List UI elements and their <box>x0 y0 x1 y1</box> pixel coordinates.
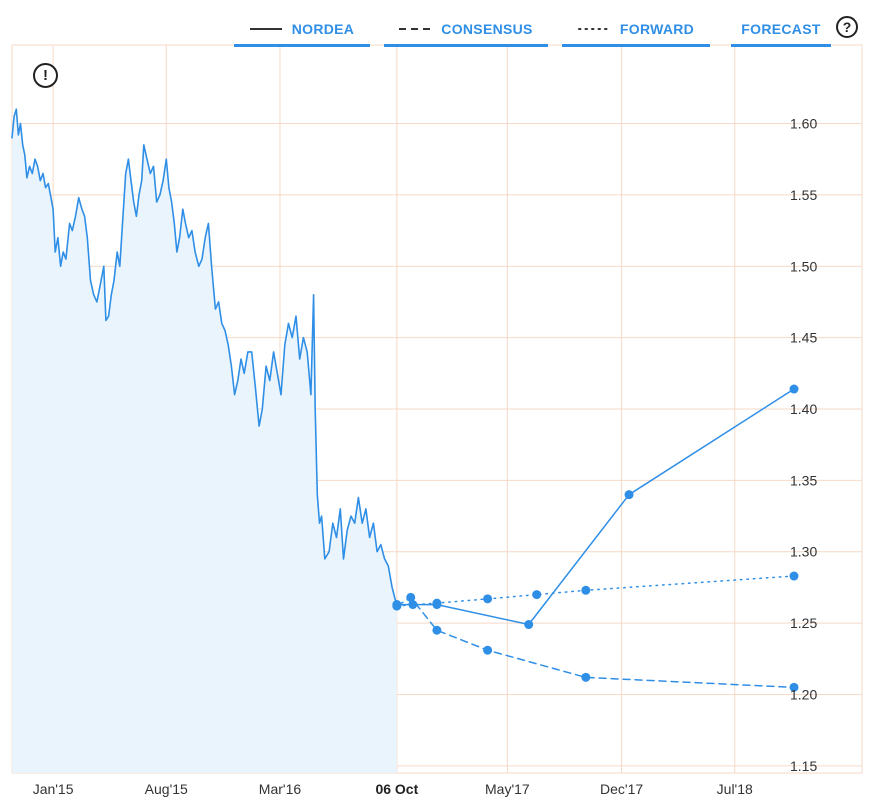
marker-forward <box>483 594 493 604</box>
legend-forward-label: FORWARD <box>619 21 695 37</box>
x-tick-label: Jan'15 <box>33 781 74 797</box>
help-icon-glyph: ? <box>842 19 852 35</box>
x-tick-label: 06 Oct <box>375 781 418 797</box>
marker-consensus <box>483 645 493 655</box>
y-tick-label: 1.45 <box>790 330 817 346</box>
legend-consensus-label: CONSENSUS <box>441 21 533 37</box>
help-icon[interactable]: ? <box>836 16 858 38</box>
x-axis-ticks: Jan'15 Aug'15 Mar'16 06 Oct May'17 Dec'17 Jul'… <box>33 781 753 797</box>
line-nordea <box>11 108 398 607</box>
marker-forward <box>789 571 799 581</box>
y-tick-label: 1.40 <box>790 401 817 417</box>
legend-nordea-button[interactable]: NORDEA <box>234 14 370 47</box>
marker-forward <box>532 590 542 600</box>
y-tick-label: 1.25 <box>790 615 817 631</box>
y-tick-label: 1.15 <box>790 758 817 774</box>
marker-consensus <box>789 682 799 692</box>
y-tick-label: 1.55 <box>790 187 817 203</box>
legend-forward-button[interactable]: FORWARD <box>562 14 710 47</box>
marker-consensus <box>432 625 442 635</box>
marker-forecast <box>392 600 402 610</box>
dotted-line-swatch <box>577 28 610 30</box>
x-tick-label: Dec'17 <box>600 781 643 797</box>
area-nordea <box>12 109 397 773</box>
x-tick-label: Aug'15 <box>145 781 188 797</box>
marker-forecast <box>789 384 799 394</box>
alert-icon-glyph: ! <box>43 67 48 84</box>
y-tick-label: 1.60 <box>790 116 817 132</box>
marker-forward <box>581 585 591 595</box>
legend-consensus-button[interactable]: CONSENSUS <box>384 14 548 47</box>
y-tick-label: 1.35 <box>790 472 817 488</box>
marker-forecast <box>432 600 442 610</box>
marker-forecast <box>408 600 418 610</box>
x-tick-label: Jul'18 <box>717 781 753 797</box>
history-area <box>12 109 397 773</box>
series-markers <box>392 384 799 692</box>
y-axis-ticks: 1.60 1.55 1.50 1.45 1.40 1.35 1.30 1.25 1.20 1.15 <box>790 116 817 774</box>
line-forward <box>396 575 795 607</box>
dashed-line-swatch <box>399 28 432 30</box>
solid-line-swatch <box>249 28 282 30</box>
y-tick-label: 1.50 <box>790 258 817 274</box>
alert-icon[interactable]: ! <box>33 63 58 88</box>
legend-forecast-label: FORECAST <box>741 21 821 37</box>
marker-forecast <box>624 490 634 500</box>
y-tick-label: 1.20 <box>790 686 817 702</box>
y-tick-label: 1.30 <box>790 544 817 560</box>
x-tick-label: May'17 <box>485 781 530 797</box>
marker-consensus <box>581 672 591 682</box>
legend-nordea-label: NORDEA <box>291 21 355 37</box>
marker-forecast <box>524 620 534 630</box>
legend-forecast-button[interactable]: FORECAST <box>731 14 831 47</box>
x-tick-label: Mar'16 <box>259 781 302 797</box>
marker-consensus <box>406 592 416 602</box>
